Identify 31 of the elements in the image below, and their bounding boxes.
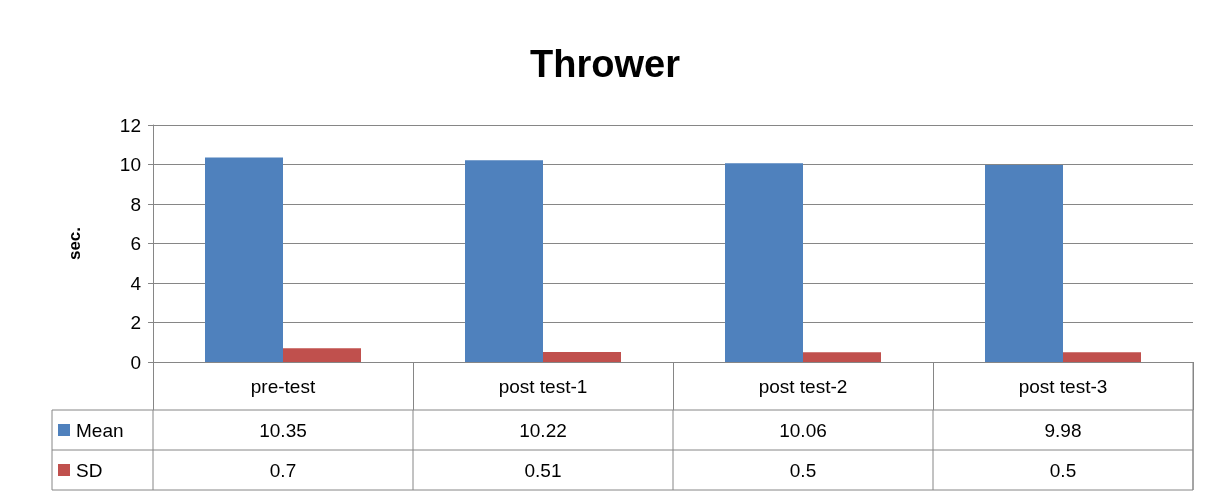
y-axis-title: sec. [65, 226, 84, 261]
y-tick-label: 6 [130, 233, 141, 254]
x-tick-label: post test-3 [1018, 376, 1108, 397]
chart-title: Thrower [530, 43, 681, 85]
x-tick-label: post test-2 [758, 376, 848, 397]
legend-label: SD [76, 459, 103, 481]
bar [725, 163, 803, 362]
data-label: 0.5 [1049, 459, 1077, 481]
y-tick-label: 4 [130, 272, 142, 294]
x-tick-label: post test-1 [498, 376, 588, 397]
bar [985, 164, 1063, 362]
y-tick-label: 2 [130, 312, 141, 333]
data-label: 10.22 [519, 419, 567, 441]
bar [283, 348, 361, 362]
y-tick-label: 12 [119, 114, 141, 136]
legend-label: Mean [76, 419, 124, 441]
bar [205, 157, 283, 362]
x-tick-label: pre-test [250, 376, 316, 397]
bar [803, 352, 881, 362]
data-label: 0.7 [269, 459, 297, 481]
data-label: 0.5 [789, 459, 817, 481]
data-label: 10.06 [779, 419, 827, 441]
y-tick-label: 8 [130, 193, 141, 215]
bar [1063, 352, 1141, 362]
y-tick-label: 0 [130, 351, 141, 373]
data-label: 9.98 [1044, 419, 1082, 441]
bar [543, 351, 621, 362]
bar [465, 160, 543, 362]
y-tick-label: 10 [119, 154, 141, 175]
data-label: 10.35 [259, 419, 307, 441]
data-label: 0.51 [524, 459, 562, 481]
